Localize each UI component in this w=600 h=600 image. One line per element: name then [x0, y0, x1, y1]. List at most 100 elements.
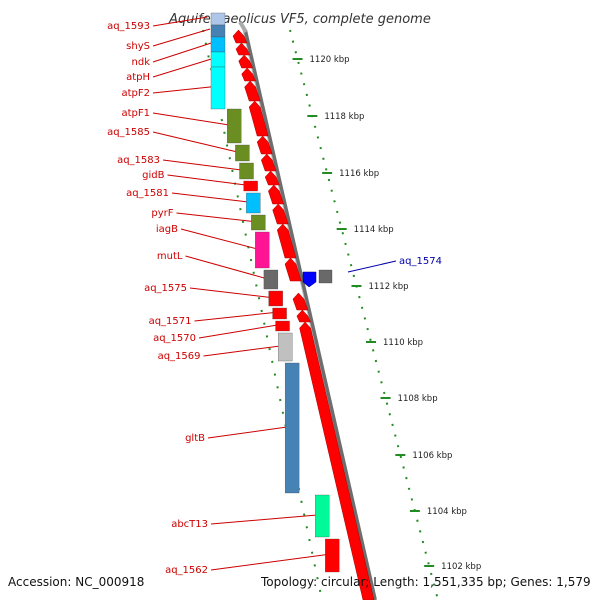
reverse-gene-arrow: [302, 271, 317, 288]
scale-markers: 1120 kbp 1118 kbp 1116 kbp 1114 kbp 1112 kbp…: [292, 55, 481, 572]
gene-features: [210, 12, 375, 600]
gene-label: aq_1571: [149, 316, 192, 327]
gene-label: aq_1593: [107, 21, 150, 32]
gene-label-connector: [198, 324, 278, 339]
forward-gene-arrow: [296, 309, 311, 323]
reverse-strand-features: aq_1574: [302, 256, 442, 288]
gene-feature: [239, 162, 254, 180]
gene-label-connector: [210, 554, 328, 571]
reverse-gene-label: aq_1574: [399, 256, 442, 267]
gene-feature: [255, 231, 270, 269]
gene-label: gltB: [185, 433, 205, 444]
gene-feature: [210, 36, 226, 53]
gene-feature: [243, 180, 258, 192]
gene-label: iagB: [156, 224, 178, 235]
gene-label: pyrF: [151, 208, 173, 219]
scale-label: 1120 kbp: [310, 55, 350, 65]
gene-feature: [278, 332, 293, 362]
gene-label: atpH: [126, 72, 150, 83]
genome-backbone: [243, 29, 377, 600]
gene-feature: [246, 192, 261, 214]
gene-label: aq_1585: [107, 127, 150, 138]
gene-feature: [235, 144, 250, 162]
gene-label-connector: [162, 159, 242, 171]
gene-label: ndk: [132, 57, 151, 68]
gene-label-connector: [152, 16, 208, 27]
gene-label: aq_1575: [144, 283, 187, 294]
gene-label-connector: [203, 345, 281, 357]
gene-feature: [325, 538, 340, 573]
gene-feature: [210, 51, 226, 68]
forward-gene-arrow: [256, 135, 273, 155]
gene-label: atpF2: [121, 88, 150, 99]
gene-label-connector: [152, 131, 238, 153]
backbone-top-stub: [238, 20, 248, 34]
forward-gene-arrow: [248, 100, 269, 137]
gene-label-connector: [152, 112, 230, 126]
gene-feature: [227, 108, 242, 144]
genome-title: Aquifex aeolicus VF5, complete genome: [168, 12, 431, 27]
gene-label-connector: [152, 28, 211, 47]
forward-gene-arrow: [276, 223, 297, 259]
gene-label-connector: [180, 228, 258, 250]
scale-label: 1116 kbp: [339, 169, 379, 179]
scale-label: 1106 kbp: [412, 451, 452, 461]
reverse-gene-neighbor: [318, 269, 333, 284]
scale-label: 1104 kbp: [427, 507, 467, 517]
gene-label: aq_1570: [153, 333, 196, 344]
gene-label-connector: [207, 426, 288, 439]
genome-summary-text: Topology: circular; Length: 1,551,335 bp…: [260, 575, 591, 589]
forward-gene-arrow: [284, 257, 302, 282]
gene-feature: [263, 269, 279, 290]
gene-label-connector: [189, 287, 271, 298]
forward-gene-arrow: [268, 184, 285, 205]
gene-label-connector: [152, 85, 220, 94]
gene-label: atpF1: [121, 108, 150, 119]
gene-label: aq_1569: [158, 351, 201, 362]
gene-feature: [275, 320, 290, 332]
scale-label: 1110 kbp: [383, 338, 423, 348]
scale-label: 1102 kbp: [441, 562, 481, 572]
scale-label: 1114 kbp: [354, 225, 394, 235]
gene-feature: [315, 494, 330, 538]
gene-label: aq_1583: [117, 155, 160, 166]
forward-gene-arrow: [238, 54, 254, 69]
gene-label: gidB: [142, 170, 164, 181]
gene-label-connector: [152, 42, 213, 63]
gene-label-connector: [210, 514, 318, 525]
reverse-gene-connector: [347, 260, 397, 273]
gene-label-connector: [167, 174, 246, 186]
forward-gene-arrow: [241, 67, 257, 82]
forward-gene-arrow: [260, 153, 277, 172]
gene-label: mutL: [157, 251, 183, 262]
gene-label: aq_1562: [165, 565, 208, 576]
gene-label-connector: [152, 57, 217, 78]
forward-gene-arrow: [244, 80, 261, 102]
gene-label-connector: [185, 255, 267, 279]
accession-text: Accession: NC_000918: [8, 575, 144, 589]
gene-label-connector: [194, 312, 275, 322]
gene-feature: [272, 307, 287, 320]
scale-label: 1112 kbp: [368, 282, 408, 292]
forward-gene-arrow: [264, 170, 280, 186]
gene-label: abcT13: [171, 519, 208, 530]
gene-feature: [284, 362, 300, 494]
forward-gene-arrow: [272, 203, 289, 225]
forward-gene-arrow: [299, 321, 375, 600]
forward-gene-arrow: [232, 29, 248, 44]
gene-labels: aq_1593 shyS ndk atpH atpF2 atpF1 aq_1585 aq_15…: [107, 16, 328, 576]
gene-label-connector: [176, 212, 254, 222]
gene-feature: [210, 12, 226, 26]
gene-feature: [210, 24, 226, 38]
scale-label: 1108 kbp: [398, 394, 438, 404]
gene-feature: [268, 290, 283, 307]
forward-gene-arrow: [292, 292, 309, 311]
gene-label-connector: [171, 192, 249, 203]
gene-label: aq_1581: [126, 188, 169, 199]
gene-feature: [210, 66, 226, 110]
gene-label: shyS: [126, 41, 150, 52]
gene-feature: [251, 214, 266, 231]
forward-gene-arrow: [235, 42, 251, 56]
scale-label: 1118 kbp: [324, 112, 364, 122]
